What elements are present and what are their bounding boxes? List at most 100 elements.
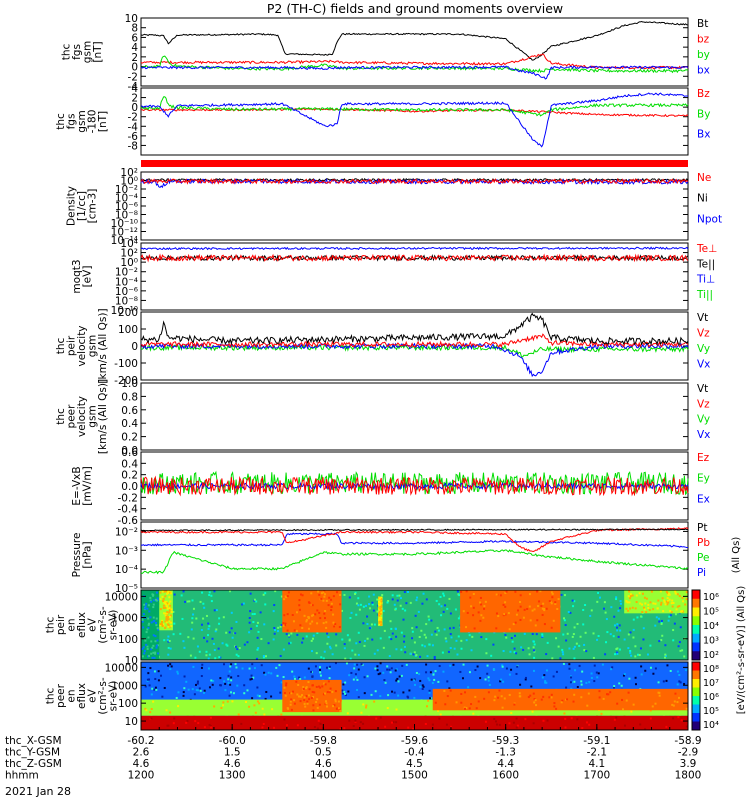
heatmap-speckle	[236, 648, 239, 651]
legend-entry: Bt	[697, 18, 708, 30]
heatmap-band-speckle	[162, 604, 165, 607]
heatmap-band-speckle	[165, 615, 168, 618]
y-tick-label: 10⁻⁴	[115, 193, 138, 205]
heatmap-band-speckle	[141, 618, 144, 621]
heatmap-speckle	[614, 653, 617, 656]
heatmap-speckle	[532, 649, 535, 652]
heatmap-band-speckle	[499, 594, 502, 597]
heatmap-speckle	[487, 679, 490, 682]
y-axis-label: Pressure[nPa]	[71, 533, 94, 578]
heatmap-speckle	[427, 677, 430, 680]
heatmap-speckle	[248, 616, 251, 619]
heatmap-band-speckle	[147, 622, 150, 625]
heatmap-speckle	[545, 681, 548, 684]
legend-entry: Pt	[697, 522, 707, 534]
heatmap-speckle	[282, 648, 285, 651]
heatmap-band-speckle	[528, 605, 531, 608]
heatmap-band	[460, 590, 561, 633]
heatmap-band-speckle	[167, 618, 170, 621]
heatmap-speckle	[658, 620, 661, 623]
heatmap-speckle	[664, 654, 667, 657]
heatmap-band-speckle	[324, 593, 327, 596]
heatmap-band-speckle	[220, 706, 223, 709]
heatmap-band-speckle	[479, 619, 482, 622]
heatmap-band-speckle	[289, 700, 292, 703]
heatmap-band-speckle	[302, 686, 305, 689]
heatmap-band-speckle	[332, 613, 335, 616]
heatmap-band-speckle	[325, 700, 328, 703]
y-axis-label-line: [km/s (All Qs)]	[97, 308, 109, 383]
heatmap-speckle	[387, 600, 390, 603]
heatmap-band-speckle	[362, 703, 365, 706]
heatmap-band-speckle	[150, 621, 153, 624]
heatmap-speckle	[183, 687, 186, 690]
heatmap-speckle	[627, 633, 630, 636]
heatmap-speckle	[429, 697, 432, 700]
heatmap-speckle	[348, 639, 351, 642]
heatmap-band-speckle	[262, 722, 265, 725]
heatmap-band-speckle	[159, 591, 162, 594]
heatmap-speckle	[256, 621, 259, 624]
y-axis-label-line: [eV]	[81, 266, 93, 288]
heatmap-band-speckle	[470, 605, 473, 608]
heatmap-band-speckle	[332, 705, 335, 708]
heatmap-speckle	[167, 653, 170, 656]
heatmap-speckle	[426, 655, 429, 658]
heatmap-speckle	[393, 691, 396, 694]
heatmap-speckle	[638, 654, 641, 657]
heatmap-band-speckle	[484, 600, 487, 603]
heatmap-speckle	[150, 693, 153, 696]
heatmap-band-speckle	[169, 615, 172, 618]
series-line-Ey	[140, 470, 689, 496]
heatmap-speckle	[562, 653, 565, 656]
heatmap-band-speckle	[439, 713, 442, 716]
y-tick-label: -4	[128, 121, 139, 133]
heatmap-band-speckle	[670, 611, 673, 614]
heatmap-band-speckle	[426, 705, 429, 708]
heatmap-speckle	[305, 635, 308, 638]
heatmap-speckle	[406, 590, 409, 593]
heatmap-band-speckle	[542, 695, 545, 698]
heatmap-speckle	[619, 607, 622, 610]
y-axis-label-line: gsm	[87, 335, 99, 357]
heatmap-speckle	[163, 639, 166, 642]
heatmap-speckle	[391, 690, 394, 693]
ephemeris-value: 1200	[128, 770, 155, 782]
legend-entry: Vx	[697, 429, 710, 441]
heatmap-speckle	[629, 649, 632, 652]
heatmap-speckle	[485, 638, 488, 641]
heatmap-speckle	[243, 643, 246, 646]
heatmap-band-speckle	[152, 620, 155, 623]
heatmap-band-speckle	[301, 594, 304, 597]
ephemeris-value: -2.9	[678, 747, 699, 759]
heatmap-band-speckle	[316, 609, 319, 612]
heatmap-speckle	[229, 683, 232, 686]
heatmap-band-speckle	[359, 721, 362, 724]
y-axis-label-line: eflux	[76, 683, 88, 709]
heatmap-band-speckle	[168, 607, 171, 610]
heatmap-band-speckle	[324, 692, 327, 695]
heatmap-speckle	[416, 596, 419, 599]
series-line-Vx	[140, 341, 689, 378]
y-tick-label: 10⁻⁵	[115, 583, 138, 595]
legend-extra: (All Qs)	[731, 537, 742, 574]
heatmap-band-speckle	[314, 613, 317, 616]
heatmap-speckle	[382, 609, 385, 612]
ephemeris-value: -58.9	[674, 735, 701, 747]
heatmap-speckle	[357, 597, 360, 600]
heatmap-speckle	[366, 623, 369, 626]
heatmap-band-speckle	[203, 726, 206, 729]
heatmap-speckle	[666, 664, 669, 667]
heatmap-band-speckle	[161, 620, 164, 623]
heatmap-band-speckle	[164, 612, 167, 615]
heatmap-band-speckle	[556, 608, 559, 611]
heatmap-speckle	[578, 664, 581, 667]
heatmap-speckle	[379, 672, 382, 675]
heatmap-speckle	[262, 655, 265, 658]
heatmap-speckle	[248, 631, 251, 634]
legend-entry: Bz	[697, 88, 710, 100]
y-axis-label-line: eV	[87, 617, 99, 631]
heatmap-band-speckle	[289, 703, 292, 706]
y-tick-label: 0	[131, 62, 138, 74]
